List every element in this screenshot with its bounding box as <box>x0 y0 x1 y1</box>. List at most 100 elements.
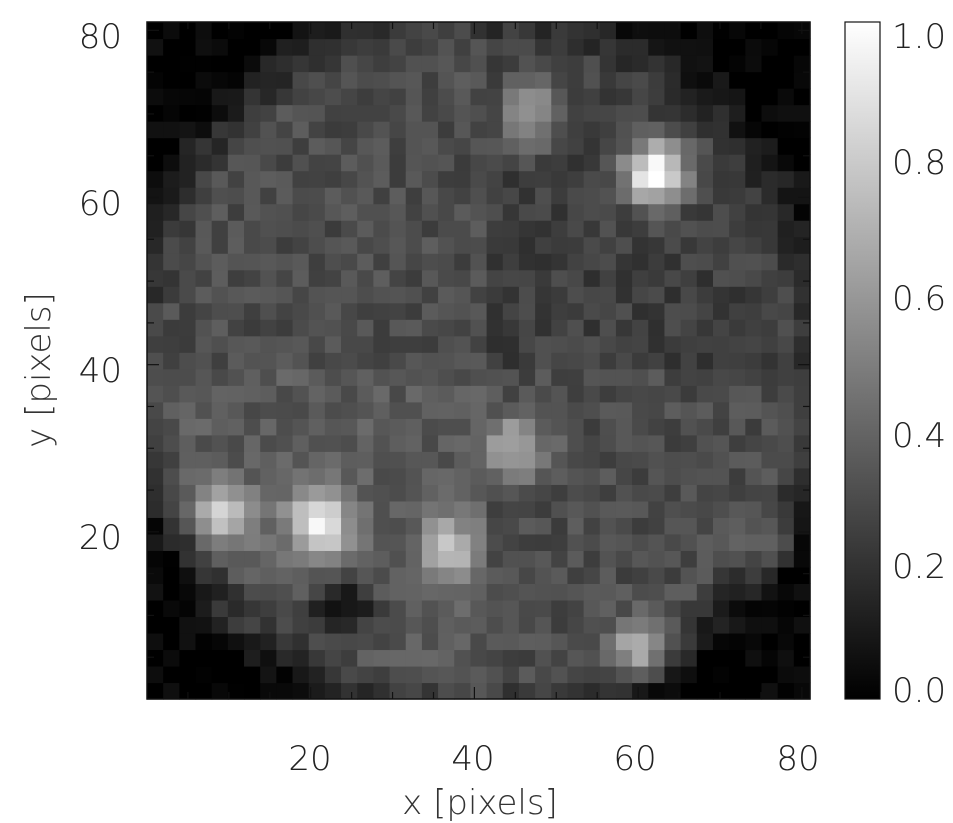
heatmap-cell <box>373 104 391 122</box>
heatmap-cell <box>260 170 277 188</box>
heatmap-cell <box>421 55 439 73</box>
heatmap-cell <box>793 154 811 172</box>
heatmap-cell <box>729 236 746 254</box>
x-tick-label-80: 80 <box>776 739 819 779</box>
heatmap-cell <box>308 121 326 139</box>
x-tick-label-20: 20 <box>288 739 331 779</box>
heatmap-cell <box>357 583 374 601</box>
heatmap-cell <box>470 286 488 304</box>
heatmap-cell <box>680 154 698 172</box>
heatmap-cell <box>211 385 229 403</box>
heatmap-cell <box>147 220 164 238</box>
heatmap-cell <box>535 385 552 403</box>
heatmap-cell <box>583 302 601 320</box>
heatmap-cell <box>292 302 310 320</box>
heatmap-cell <box>599 484 617 502</box>
heatmap-cell <box>211 22 229 40</box>
heatmap-cell <box>292 236 310 254</box>
heatmap-cell <box>777 55 795 73</box>
heatmap-cell <box>777 187 795 205</box>
heatmap-cell <box>292 352 310 370</box>
heatmap-cell <box>632 368 649 386</box>
heatmap-cell <box>147 38 164 56</box>
heatmap-cell <box>567 88 585 106</box>
heatmap-cell <box>535 566 552 585</box>
heatmap-cell <box>147 665 164 684</box>
heatmap-cell <box>357 682 374 700</box>
heatmap-cell <box>227 434 245 452</box>
heatmap-cell <box>615 104 633 122</box>
heatmap-cell <box>389 269 407 287</box>
heatmap-cell <box>389 385 407 403</box>
heatmap-cell <box>551 434 569 452</box>
heatmap-cell <box>664 533 682 551</box>
heatmap-cell <box>599 286 617 304</box>
heatmap-cell <box>793 434 811 452</box>
heatmap-cell <box>389 517 407 535</box>
heatmap-cell <box>341 467 358 485</box>
heatmap-cell <box>179 484 197 502</box>
heatmap-cell <box>195 137 213 155</box>
heatmap-cell <box>292 269 310 287</box>
heatmap-cell <box>615 500 633 518</box>
heatmap-cell <box>227 583 245 601</box>
heatmap-cell <box>292 566 310 585</box>
heatmap-cell <box>648 616 666 634</box>
heatmap-cell <box>745 137 763 155</box>
heatmap-cell <box>454 649 472 667</box>
heatmap-cell <box>308 533 326 551</box>
heatmap-cell <box>518 533 536 551</box>
heatmap-cell <box>486 616 504 634</box>
heatmap-cell <box>793 401 811 419</box>
heatmap-cell <box>163 55 180 73</box>
heatmap-cell <box>535 319 552 337</box>
heatmap-cell <box>276 22 294 40</box>
heatmap-cell <box>599 517 617 535</box>
heatmap-cell <box>632 154 649 172</box>
heatmap-cell <box>761 319 779 337</box>
heatmap-cell <box>680 583 698 601</box>
heatmap-cell <box>729 170 746 188</box>
y-tick-label-80: 80 <box>79 17 122 57</box>
heatmap-cell <box>551 467 569 485</box>
heatmap-cell <box>729 368 746 386</box>
heatmap-cell <box>454 616 472 634</box>
heatmap-cell <box>324 319 342 337</box>
heatmap-cell <box>551 137 569 155</box>
heatmap-cell <box>195 500 213 518</box>
heatmap-cell <box>567 302 585 320</box>
heatmap-cell <box>147 467 164 485</box>
heatmap-cell <box>454 599 472 618</box>
heatmap-cell <box>648 104 666 122</box>
heatmap-cell <box>357 616 374 634</box>
heatmap-cell <box>632 71 649 89</box>
heatmap-cell <box>438 187 455 205</box>
heatmap-cell <box>308 319 326 337</box>
heatmap-cell <box>518 649 536 667</box>
heatmap-cell <box>664 71 682 89</box>
heatmap-cell <box>292 88 310 106</box>
heatmap-cell <box>648 269 666 287</box>
heatmap-cell <box>227 533 245 551</box>
heatmap-cell <box>729 302 746 320</box>
heatmap-cell <box>729 599 746 618</box>
heatmap-cell <box>615 269 633 287</box>
heatmap-cell <box>260 154 277 172</box>
heatmap-cell <box>227 649 245 667</box>
heatmap-cell <box>470 517 488 535</box>
heatmap-cell <box>454 71 472 89</box>
heatmap-cell <box>470 467 488 485</box>
heatmap-cell <box>680 566 698 585</box>
heatmap-cell <box>389 88 407 106</box>
heatmap-cell <box>341 401 358 419</box>
heatmap-cell <box>761 434 779 452</box>
heatmap-cell <box>308 599 326 618</box>
heatmap-cell <box>761 269 779 287</box>
heatmap-cell <box>664 500 682 518</box>
heatmap-cell <box>729 71 746 89</box>
heatmap-cell <box>518 302 536 320</box>
heatmap-cell <box>405 253 423 271</box>
heatmap-cell <box>680 121 698 139</box>
heatmap-cell <box>648 121 666 139</box>
heatmap-cell <box>195 121 213 139</box>
